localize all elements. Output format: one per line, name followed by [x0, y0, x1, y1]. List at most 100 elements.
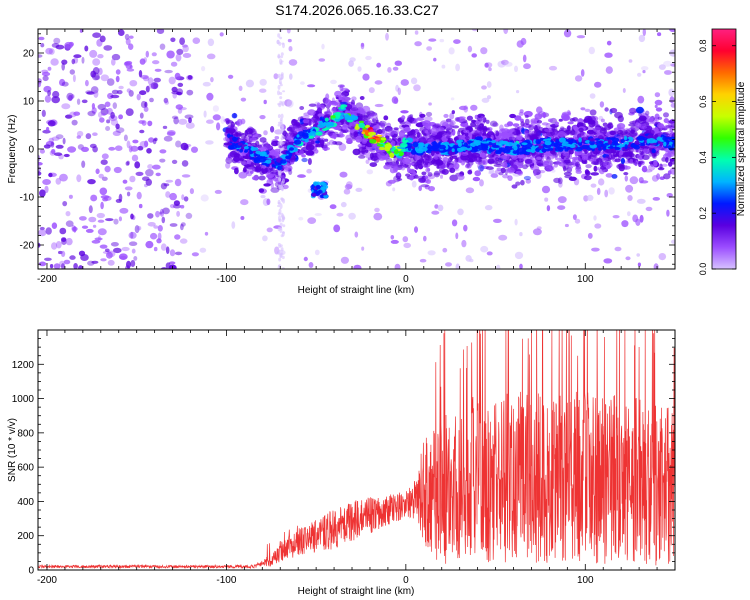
spectrogram-cell-161	[100, 195, 110, 199]
spectrogram-cell-624	[175, 140, 182, 148]
spectrogram-cell-2453	[486, 154, 495, 158]
spectrogram-cell-370	[95, 168, 100, 175]
spectrogram-cell-562	[414, 30, 419, 35]
spectrogram-cell-409	[97, 228, 107, 236]
spectrogram-cell-1367	[522, 164, 528, 170]
spectrogram-cell-673	[66, 92, 74, 101]
spectrogram-cell-615	[38, 36, 45, 41]
spectrogram-cell-3179	[317, 113, 325, 117]
spectrogram-cell-293	[67, 146, 77, 153]
spectrogram-cell-716	[45, 227, 52, 235]
spectrogram-cell-3350	[277, 84, 281, 90]
spectrogram-cell-2882	[307, 109, 316, 116]
spectrogram-xtick-label-0: -200	[37, 274, 57, 285]
spectrogram-cell-546	[563, 29, 572, 38]
spectrogram-marks	[38, 29, 675, 269]
spectrogram-cell-3899	[376, 143, 384, 147]
spectrogram-cell-3095	[481, 152, 486, 159]
spectrogram-cell-507	[266, 227, 273, 233]
spectrogram-cell-4051	[667, 145, 672, 150]
spectrogram-cell-61	[449, 112, 455, 120]
spectrogram-cell-215	[175, 104, 183, 110]
spectrogram-cell-4203	[316, 184, 321, 189]
spectrogram-cell-1610	[474, 170, 482, 177]
spectrogram-cell-3387	[277, 33, 281, 38]
spectrogram-cell-416	[669, 96, 675, 104]
spectrogram-cell-3234	[517, 155, 526, 159]
spectrogram-cell-221	[168, 76, 176, 85]
spectrogram-cell-3412	[278, 245, 282, 248]
spectrogram-cell-194	[514, 65, 518, 73]
spectrogram-cell-4116	[601, 143, 605, 147]
spectrogram-cell-3444	[279, 82, 283, 85]
spectrogram-cell-2683	[524, 129, 531, 134]
spectrogram-cell-360	[166, 50, 175, 59]
spectrogram-cell-2767	[287, 126, 295, 132]
spectrogram-cell-632	[132, 139, 139, 144]
spectrogram-cell-104	[588, 46, 595, 55]
spectrogram-cell-531	[206, 53, 216, 60]
spectrogram-cell-2730	[670, 157, 675, 165]
spectrogram-cell-3175	[352, 148, 361, 156]
spectrogram-cell-700	[175, 53, 182, 62]
spectrogram-cell-685	[89, 143, 97, 149]
spectrogram-cell-201	[433, 57, 437, 62]
spectrogram-cell-4015	[606, 137, 612, 140]
spectrogram-cell-4031	[289, 147, 294, 151]
spectrogram-cell-619	[259, 88, 267, 93]
spectrogram-cell-3303	[409, 162, 415, 166]
spectrogram-cell-3253	[453, 159, 457, 167]
spectrogram-cell-2987	[584, 153, 589, 159]
spectrogram-cell-294	[65, 220, 74, 227]
spectrogram-cell-712	[587, 232, 593, 239]
spectrogram-cell-4105	[502, 148, 511, 154]
spectrogram-cell-4136	[271, 164, 275, 168]
spectrogram-cell-2332	[520, 121, 525, 127]
spectrogram-cell-301	[493, 218, 502, 223]
spectrogram-cell-312	[169, 223, 178, 227]
spectrogram-cell-2925	[375, 119, 379, 124]
spectrogram-cell-160	[658, 64, 666, 70]
spectrogram-cell-251	[627, 211, 631, 217]
spectrogram-cell-3772	[315, 132, 323, 136]
spectrogram-cell-3946	[340, 104, 345, 110]
spectrogram-cell-3443	[278, 184, 282, 190]
spectrogram-cell-533	[181, 160, 189, 167]
spectrogram-cell-2812	[425, 179, 431, 184]
spectrogram-cell-558	[480, 245, 489, 253]
spectrogram-cell-3380	[281, 134, 284, 138]
spectrogram-cell-4130	[610, 137, 615, 141]
spectrogram-cell-2593	[377, 128, 383, 135]
spectrogram-cell-571	[519, 263, 523, 269]
spectrogram-cell-506	[61, 250, 66, 257]
spectrogram-cell-3235	[579, 130, 585, 136]
spectrogram-cell-2929	[259, 137, 267, 143]
spectrogram-cell-81	[365, 55, 372, 61]
spectrogram-cell-2650	[482, 131, 487, 137]
spectrogram-cell-70	[92, 32, 101, 38]
spectrogram-cell-274	[557, 196, 567, 204]
spectrogram-cell-2418	[397, 137, 402, 142]
spectrogram-cell-2715	[243, 166, 247, 173]
spectrogram-cell-50	[151, 52, 157, 57]
spectrogram-cell-2830	[397, 172, 401, 177]
spectrogram-cell-3218	[562, 151, 570, 157]
snr-xtick-label-1: -100	[216, 575, 236, 586]
spectrogram-cell-2919	[425, 111, 433, 117]
spectrogram-cell-182	[263, 99, 267, 105]
spectrogram-cell-3228	[391, 163, 399, 169]
spectrogram-cell-4102	[255, 150, 261, 155]
spectrogram-cell-63	[638, 34, 646, 43]
colorbar-tick-label-0: 0.0	[698, 263, 708, 276]
spectrogram-cell-2459	[314, 122, 319, 128]
spectrogram-cell-622	[147, 213, 154, 219]
spectrogram-cell-295	[152, 60, 160, 65]
spectrogram-cell-44	[465, 187, 475, 194]
spectrogram-cell-435	[167, 130, 176, 136]
spectrogram-cell-2337	[614, 158, 621, 163]
spectrogram-cell-2541	[638, 177, 644, 184]
spectrogram-cell-3195	[467, 169, 473, 175]
spectrogram-cell-1463	[671, 151, 675, 155]
spectrogram-cell-95	[125, 38, 131, 46]
spectrogram-cell-3070	[271, 140, 278, 147]
